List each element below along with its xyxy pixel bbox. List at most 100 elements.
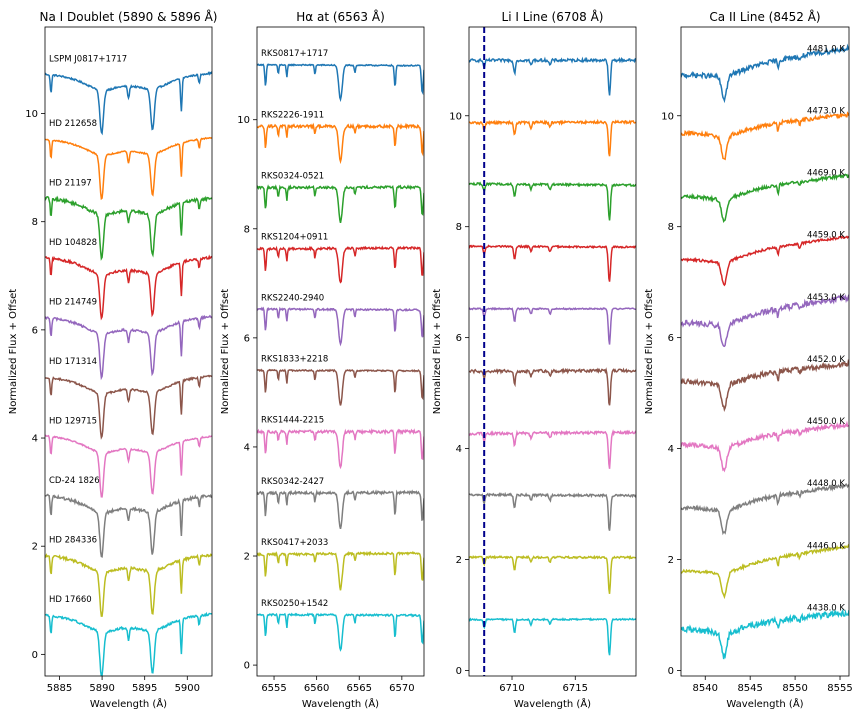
series-label: 4438.0 K bbox=[807, 603, 845, 613]
spectrum-line bbox=[681, 420, 849, 473]
spectrum-line bbox=[45, 195, 212, 261]
spectrum-line bbox=[469, 428, 636, 469]
x-tick-label: 8555 bbox=[827, 683, 852, 694]
series-label: CD-24 1826 bbox=[49, 476, 100, 486]
series-label: RKS0324-0521 bbox=[261, 171, 324, 181]
spectrum-line bbox=[45, 553, 212, 617]
y-tick-label: 0 bbox=[244, 661, 250, 672]
spectrum-line bbox=[469, 306, 636, 345]
spectrum-line bbox=[257, 306, 424, 347]
series-label: RKS0817+1717 bbox=[261, 49, 328, 59]
spectrum-line bbox=[257, 122, 424, 165]
spectrum-line bbox=[681, 294, 849, 348]
series-label: RKS0417+2033 bbox=[261, 538, 328, 548]
y-tick-label: 2 bbox=[668, 555, 674, 566]
y-tick-label: 2 bbox=[456, 555, 462, 566]
spectrum-line bbox=[469, 554, 636, 594]
spectrum-line bbox=[681, 483, 849, 536]
series-label: 4473.0 K bbox=[807, 106, 845, 116]
spectrum-line bbox=[257, 245, 424, 284]
y-tick-label: 6 bbox=[32, 325, 38, 336]
series-label: 4452.0 K bbox=[807, 355, 845, 365]
axes-frame bbox=[680, 26, 850, 677]
spectrum-line bbox=[681, 608, 849, 660]
series-label: HD 104828 bbox=[49, 238, 97, 248]
panel-1: Na I Doublet (5890 & 5896 Å) LSPM J0817+1… bbox=[8, 9, 218, 710]
y-axis-label: Normalized Flux + Offset bbox=[8, 289, 19, 415]
y-tick-label: 4 bbox=[32, 434, 38, 445]
plot-area bbox=[257, 63, 424, 652]
x-tick-label: 6560 bbox=[304, 683, 329, 694]
y-tick-label: 6 bbox=[668, 333, 674, 344]
y-tick-label: 10 bbox=[661, 111, 674, 122]
y-axis-label: Normalized Flux + Offset bbox=[220, 289, 231, 415]
series-label: 4446.0 K bbox=[807, 541, 845, 551]
spectrum-line bbox=[681, 173, 849, 223]
spectrum-line bbox=[681, 43, 849, 104]
series-label: HD 171314 bbox=[49, 357, 97, 367]
axes-frame bbox=[468, 26, 637, 677]
y-tick-label: 0 bbox=[456, 666, 462, 677]
plot-area bbox=[681, 43, 849, 660]
x-tick-label: 5895 bbox=[132, 683, 157, 694]
series-label: HD 17660 bbox=[49, 595, 92, 605]
spectrum-line bbox=[257, 63, 424, 103]
axes-frame bbox=[44, 26, 213, 677]
series-label: RKS2226-1911 bbox=[261, 110, 324, 120]
y-tick-label: 4 bbox=[668, 444, 674, 455]
spectrum-line bbox=[681, 358, 849, 412]
spectrum-line bbox=[681, 543, 849, 600]
panel-title: Na I Doublet (5890 & 5896 Å) bbox=[40, 9, 218, 24]
spectrum-line bbox=[45, 434, 212, 498]
x-tick-label: 6710 bbox=[499, 683, 524, 694]
series-label: 4453.0 K bbox=[807, 293, 845, 303]
x-tick-label: 6715 bbox=[563, 683, 588, 694]
x-axis-label: Wavelength (Å) bbox=[726, 697, 803, 710]
y-tick-label: 2 bbox=[244, 552, 250, 563]
x-tick-label: 6555 bbox=[261, 683, 286, 694]
y-tick-label: 8 bbox=[668, 222, 674, 233]
axes-frame bbox=[256, 26, 425, 677]
y-tick-label: 10 bbox=[449, 111, 462, 122]
spectrum-line bbox=[681, 235, 849, 287]
spectrum-line bbox=[45, 71, 212, 136]
y-tick-label: 2 bbox=[32, 542, 38, 553]
series-label: HD 21197 bbox=[49, 179, 92, 189]
spectrum-line bbox=[257, 184, 424, 224]
series-label: RKS1833+2218 bbox=[261, 355, 328, 365]
spectrum-line bbox=[45, 493, 212, 558]
x-tick-label: 6570 bbox=[389, 683, 414, 694]
panel-4: Ca II Line (8452 Å) 4481.0 K 4473.0 K 4469.… bbox=[644, 9, 853, 710]
panel-3: Li I Line (6708 Å) 6710 6715 0 2 4 6 8 10 Wavelen… bbox=[432, 9, 637, 710]
spectrum-line bbox=[45, 611, 212, 676]
spectrum-line bbox=[469, 118, 636, 157]
series-label: 4459.0 K bbox=[807, 231, 845, 241]
x-tick-label: 6565 bbox=[347, 683, 372, 694]
spectrum-line bbox=[469, 617, 636, 656]
y-tick-label: 0 bbox=[668, 666, 674, 677]
y-tick-label: 8 bbox=[456, 222, 462, 233]
spectrum-line bbox=[257, 612, 424, 652]
series-label: HD 214749 bbox=[49, 298, 97, 308]
spectrum-line bbox=[469, 367, 636, 406]
x-tick-label: 8550 bbox=[782, 683, 807, 694]
series-label: HD 212658 bbox=[49, 119, 97, 129]
spectrum-line bbox=[469, 181, 636, 221]
y-axis-label: Normalized Flux + Offset bbox=[644, 289, 655, 415]
x-tick-label: 5885 bbox=[47, 683, 72, 694]
series-label: RKS1204+0911 bbox=[261, 232, 328, 242]
series-label: HD 129715 bbox=[49, 417, 97, 427]
series-label: 4481.0 K bbox=[807, 44, 845, 54]
plot-area bbox=[45, 71, 212, 676]
series-label: 4448.0 K bbox=[807, 479, 845, 489]
y-tick-label: 6 bbox=[456, 333, 462, 344]
x-tick-label: 8545 bbox=[737, 683, 762, 694]
x-axis-label: Wavelength (Å) bbox=[302, 697, 379, 710]
y-tick-label: 6 bbox=[244, 333, 250, 344]
x-axis-label: Wavelength (Å) bbox=[90, 697, 167, 710]
y-tick-label: 4 bbox=[244, 442, 250, 453]
series-label: RKS0342-2427 bbox=[261, 477, 324, 487]
spectrum-line bbox=[45, 374, 212, 440]
series-label: RKS2240-2940 bbox=[261, 294, 324, 304]
